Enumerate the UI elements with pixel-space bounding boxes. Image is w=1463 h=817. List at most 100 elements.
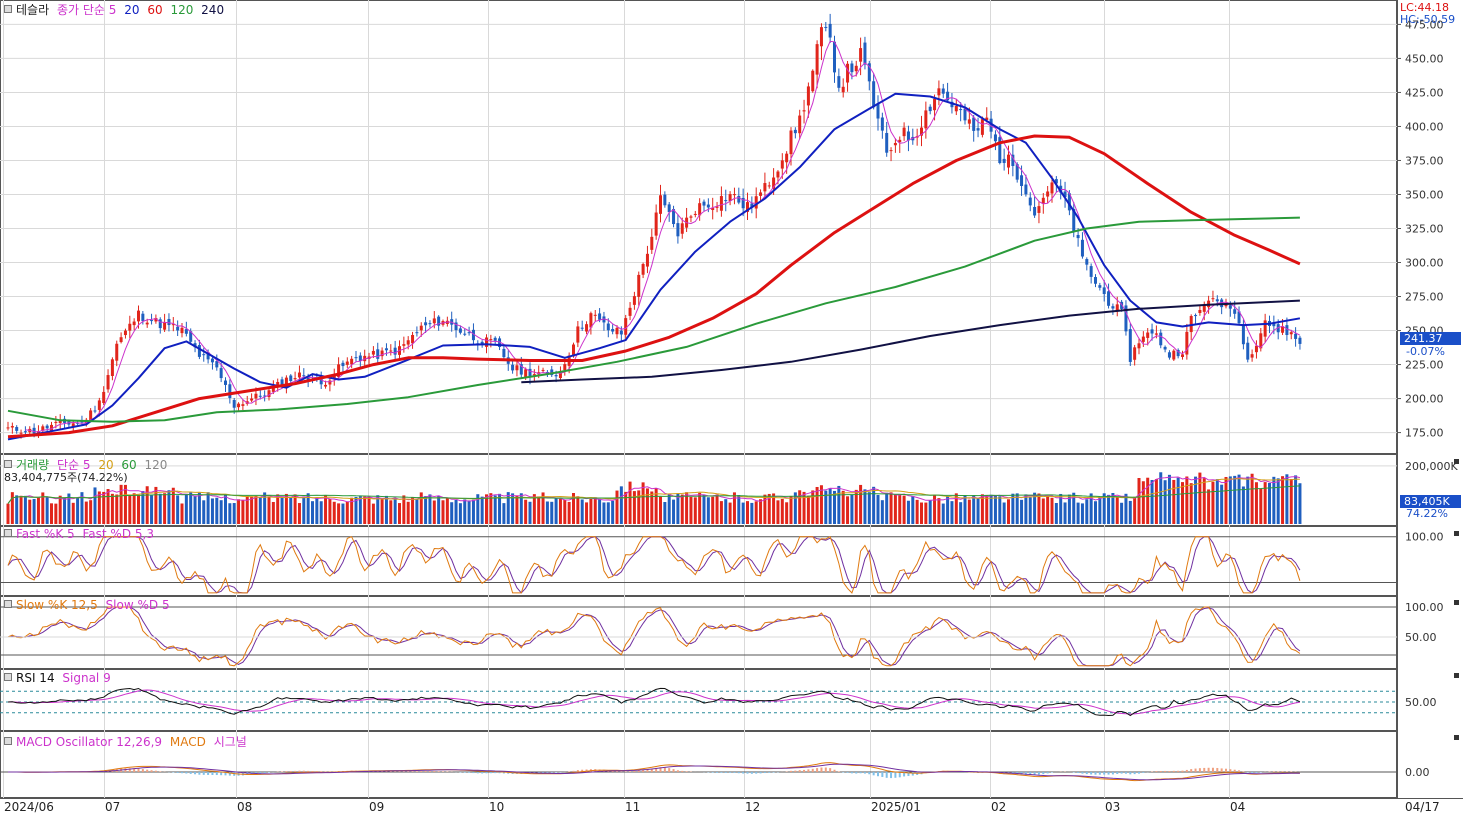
panel-menu-icon[interactable] — [4, 460, 12, 468]
volume-bar — [167, 490, 171, 524]
candle-body — [328, 380, 332, 385]
volume-bar — [215, 497, 219, 524]
candle-body — [415, 332, 419, 334]
candle-body — [1033, 206, 1037, 216]
candle-body — [776, 171, 780, 178]
volume-bar — [1159, 472, 1163, 524]
volume-bar — [780, 498, 784, 524]
candle-body — [1211, 298, 1215, 300]
volume-bar — [328, 498, 332, 524]
candle-body — [371, 350, 375, 355]
panel-menu-icon[interactable] — [4, 5, 12, 13]
volume-bar — [1015, 493, 1019, 524]
candle-body — [1115, 304, 1119, 311]
volume-bar — [245, 495, 249, 524]
volume-bar — [815, 486, 819, 524]
volume-bar — [806, 495, 810, 524]
volume-bar — [1189, 483, 1193, 524]
volume-bar — [776, 500, 780, 524]
fast-stoch-y-tick: 100.00 — [1405, 531, 1444, 544]
price-y-tick-label: 175.00 — [1405, 427, 1444, 440]
volume-bar — [1167, 474, 1171, 524]
volume-bar — [754, 501, 758, 524]
volume-bar — [693, 497, 697, 524]
volume-bar — [350, 497, 354, 524]
rsi-legend-label: RSI 14 — [16, 671, 55, 685]
volume-bar — [467, 500, 471, 524]
candle-body — [1276, 324, 1280, 333]
volume-bar — [589, 498, 593, 524]
candle-body — [1046, 191, 1050, 197]
panel-menu-icon[interactable] — [4, 529, 12, 537]
candle-body — [1067, 193, 1071, 211]
volume-summary: 83,404,775주(74.22%) — [4, 471, 128, 484]
volume-bar — [415, 498, 419, 524]
x-tick-label: 12 — [745, 800, 760, 814]
candle-body — [828, 23, 832, 38]
volume-bar — [254, 495, 258, 524]
candle-body — [1146, 332, 1150, 338]
volume-bar — [367, 497, 371, 524]
panel-close-icon[interactable] — [1454, 735, 1459, 740]
candle-body — [937, 88, 941, 96]
price-y-tick-label: 200.00 — [1405, 393, 1444, 406]
volume-bar — [576, 496, 580, 524]
candle-body — [867, 63, 871, 82]
volume-bar — [145, 486, 149, 524]
candle-body — [532, 374, 536, 376]
candle-body — [815, 44, 819, 75]
volume-bar — [19, 495, 23, 524]
volume-bar — [837, 485, 841, 524]
volume-bar — [672, 499, 676, 524]
volume-bar — [1246, 476, 1250, 524]
price-y-tick-label: 275.00 — [1405, 291, 1444, 304]
volume-bar — [402, 495, 406, 524]
candle-body — [1263, 320, 1267, 337]
volume-bar — [1102, 493, 1106, 524]
volume-bar — [36, 497, 40, 524]
volume-bar — [476, 494, 480, 524]
volume-bar — [580, 499, 584, 524]
volume-bar — [767, 493, 771, 524]
candle-body — [358, 355, 362, 361]
volume-bar — [828, 488, 832, 524]
panel-close-icon[interactable] — [1454, 459, 1459, 464]
candle-body — [324, 384, 328, 387]
rsi-signal-legend: Signal 9 — [62, 671, 111, 685]
x-tick-label: 07 — [105, 800, 120, 814]
candle-body — [1228, 305, 1232, 309]
volume-bar — [250, 496, 254, 524]
candle-body — [163, 322, 167, 330]
volume-bar — [750, 502, 754, 524]
candle-body — [737, 195, 741, 203]
volume-bar — [759, 499, 763, 524]
volume-bar — [954, 493, 958, 524]
panel-close-icon[interactable] — [1454, 673, 1459, 678]
volume-bar — [54, 503, 58, 524]
macd-signal-legend: 시그널 — [213, 735, 247, 749]
volume-bar — [67, 493, 71, 524]
panel-close-icon[interactable] — [1454, 600, 1459, 605]
panel-menu-icon[interactable] — [4, 600, 12, 608]
volume-bar — [380, 499, 384, 524]
candle-body — [1054, 179, 1058, 184]
volume-bar — [732, 492, 736, 524]
volume-bar — [1281, 476, 1285, 524]
candle-body — [950, 101, 954, 108]
volume-ma-line — [7, 476, 1301, 504]
volume-bar — [859, 484, 863, 524]
volume-bar — [1272, 476, 1276, 524]
volume-bar — [437, 495, 441, 524]
panel-menu-icon[interactable] — [4, 673, 12, 681]
volume-ma60-legend: 60 — [121, 458, 137, 472]
volume-bar — [106, 489, 110, 524]
volume-bar — [959, 502, 963, 524]
candle-body — [6, 427, 10, 429]
panel-close-icon[interactable] — [1454, 531, 1459, 536]
candle-body — [1154, 333, 1158, 335]
volume-bar — [1050, 497, 1054, 524]
panel-menu-icon[interactable] — [4, 737, 12, 745]
volume-bar — [502, 503, 506, 524]
candle-body — [1241, 325, 1245, 345]
volume-bar — [50, 503, 53, 524]
